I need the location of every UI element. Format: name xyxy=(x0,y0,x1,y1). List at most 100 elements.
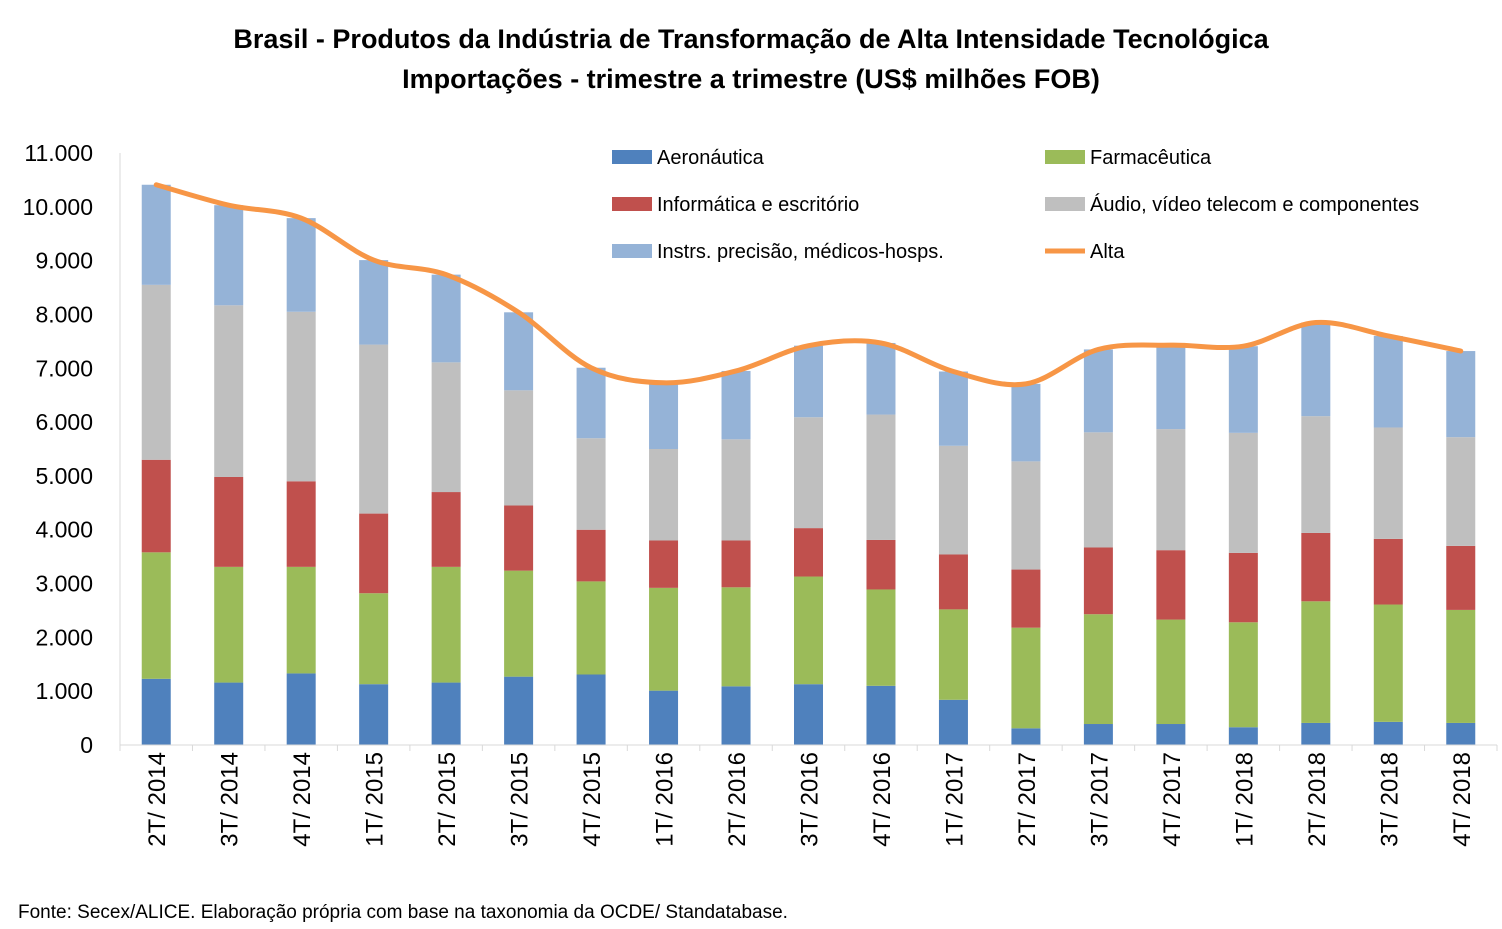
bar-segment xyxy=(866,539,896,590)
bar-segment xyxy=(214,682,244,745)
bar-segment xyxy=(649,540,679,588)
bar-segment xyxy=(141,552,171,679)
bar-segment xyxy=(286,481,316,567)
x-tick-label: 2T/ 2014 xyxy=(144,752,171,847)
bar-segment xyxy=(576,438,606,530)
y-tick-label: 5.000 xyxy=(35,463,93,489)
bar-segment xyxy=(214,305,244,477)
bar-segment xyxy=(1083,432,1113,548)
bars xyxy=(141,184,1476,745)
bar-segment xyxy=(1011,569,1041,628)
bar-segment xyxy=(1156,724,1186,745)
bar-segment xyxy=(649,449,679,541)
bar-segment xyxy=(721,686,751,745)
bar-segment xyxy=(1156,345,1186,430)
bar-segment xyxy=(141,459,171,553)
y-tick-label: 0 xyxy=(80,732,93,758)
bar-segment xyxy=(1373,721,1403,745)
y-axis: 0 1.000 2.000 3.000 4.000 5.000 6.000 7.000 8.00… xyxy=(23,140,121,758)
bar-segment xyxy=(431,492,461,567)
bar-segment xyxy=(1373,604,1403,722)
bar-segment xyxy=(938,371,968,446)
x-tick-label: 1T/ 2015 xyxy=(362,752,389,847)
bar-segment xyxy=(1011,627,1041,729)
bar-segment xyxy=(1228,346,1258,433)
bar-segment xyxy=(576,529,606,582)
x-axis: 2T/ 2014 3T/ 2014 4T/ 2014 1T/ 2015 2T/ 2015… xyxy=(119,744,1498,847)
legend-swatch xyxy=(612,244,652,258)
bar-segment xyxy=(1301,322,1331,417)
legend-label: Áudio, vídeo telecom e componentes xyxy=(1090,193,1419,216)
bar-segment xyxy=(576,581,606,675)
x-tick-label: 2T/ 2016 xyxy=(724,752,751,847)
bar-segment xyxy=(286,566,316,674)
bar-segment xyxy=(866,414,896,540)
bar-segment xyxy=(721,540,751,588)
bar-segment xyxy=(286,673,316,745)
x-tick-label: 3T/ 2016 xyxy=(797,752,824,847)
bar-segment xyxy=(1011,728,1041,745)
bar-segment xyxy=(1228,622,1258,728)
x-tick-label: 3T/ 2014 xyxy=(217,752,244,847)
x-tick-label: 1T/ 2017 xyxy=(941,752,968,847)
bar-segment xyxy=(1228,432,1258,553)
bar-segment xyxy=(1156,550,1186,620)
y-tick-label: 2.000 xyxy=(35,624,93,650)
y-tick-label: 8.000 xyxy=(35,301,93,327)
bar-segment xyxy=(214,566,244,683)
y-tick-label: 3.000 xyxy=(35,571,93,597)
bar-segment xyxy=(866,685,896,745)
bar-segment xyxy=(721,370,751,440)
bar-segment xyxy=(359,684,389,745)
bar-segment xyxy=(431,274,461,363)
bar-segment xyxy=(214,476,244,567)
bar-segment xyxy=(649,690,679,745)
bar-segment xyxy=(141,678,171,745)
bar-segment xyxy=(1446,437,1476,546)
bar-segment xyxy=(1301,722,1331,745)
chart-title: Brasil - Produtos da Indústria de Transf… xyxy=(233,24,1269,54)
bar-segment xyxy=(794,345,823,418)
x-tick-label: 4T/ 2018 xyxy=(1449,752,1476,847)
bar-segment xyxy=(938,609,968,700)
legend-label: Instrs. precisão, médicos-hosps. xyxy=(657,241,944,263)
bar-segment xyxy=(794,528,823,577)
bar-segment xyxy=(1373,538,1403,605)
bar-segment xyxy=(504,312,534,391)
bar-segment xyxy=(1301,532,1331,602)
legend-swatch xyxy=(1045,150,1085,164)
x-tick-label: 4T/ 2017 xyxy=(1159,752,1186,847)
bar-segment xyxy=(1301,416,1331,533)
legend-swatch xyxy=(612,150,652,164)
bar-segment xyxy=(794,576,823,685)
bar-segment xyxy=(359,260,389,345)
bar-segment xyxy=(1228,727,1258,745)
y-tick-label: 9.000 xyxy=(35,248,93,274)
bar-segment xyxy=(214,205,244,306)
bar-segment xyxy=(431,682,461,745)
bar-segment xyxy=(1011,461,1041,570)
y-tick-label: 4.000 xyxy=(35,517,93,543)
x-tick-label: 2T/ 2015 xyxy=(434,752,461,847)
x-tick-label: 1T/ 2016 xyxy=(652,752,679,847)
bar-segment xyxy=(431,362,461,493)
bar-segment xyxy=(938,445,968,555)
legend-label: Aeronáutica xyxy=(657,147,765,169)
bar-segment xyxy=(1446,545,1476,610)
bar-segment xyxy=(1446,609,1476,723)
legend-label: Farmacêutica xyxy=(1090,147,1212,169)
bar-segment xyxy=(504,570,534,677)
bar-segment xyxy=(431,566,461,683)
source-note: Fonte: Secex/ALICE. Elaboração própria c… xyxy=(18,902,788,923)
bar-segment xyxy=(1301,601,1331,723)
x-tick-label: 3T/ 2018 xyxy=(1376,752,1403,847)
bar-segment xyxy=(649,587,679,691)
bar-segment xyxy=(938,699,968,745)
y-tick-label: 6.000 xyxy=(35,409,93,435)
x-tick-label: 4T/ 2015 xyxy=(579,752,606,847)
x-tick-label: 2T/ 2018 xyxy=(1304,752,1331,847)
bar-segment xyxy=(721,587,751,687)
x-tick-label: 4T/ 2016 xyxy=(869,752,896,847)
legend: Aeronáutica Farmacêutica Informática e esc… xyxy=(612,147,1419,263)
